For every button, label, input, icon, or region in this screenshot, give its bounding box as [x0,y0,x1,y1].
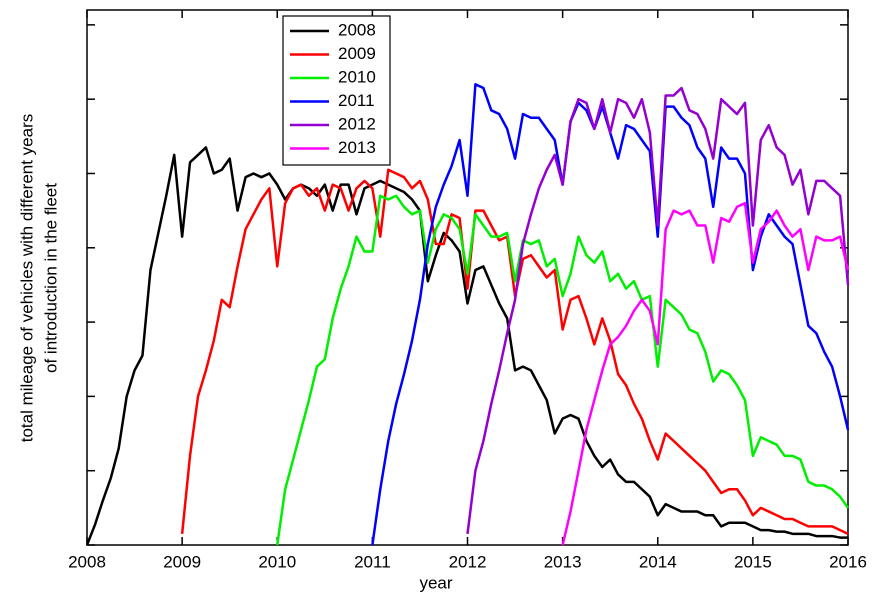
x-tick-label: 2015 [734,552,772,571]
legend-label: 2010 [338,67,376,86]
x-tick-label: 2010 [258,552,296,571]
legend-label: 2009 [338,44,376,63]
legend-label: 2008 [338,20,376,39]
x-tick-label: 2009 [163,552,201,571]
x-tick-label: 2014 [639,552,677,571]
x-tick-label: 2016 [829,552,867,571]
legend-label: 2013 [338,138,376,157]
data-line [85,146,848,546]
data-line [371,83,850,546]
x-tick-label: 2008 [68,552,106,571]
x-tick-label: 2012 [449,552,487,571]
legend-label: 2011 [338,91,375,110]
y-axis-label: of introduction in the fleet [41,183,60,373]
y-axis-label: total mileage of vehicles with different… [17,114,36,443]
x-tick-label: 2013 [544,552,582,571]
legend-label: 2012 [338,114,376,133]
x-axis-label: year [419,573,452,592]
legend-box [282,15,391,166]
data-line [466,86,850,535]
data-line [561,201,850,546]
x-tick-label: 2011 [354,552,391,571]
data-line [276,194,850,546]
